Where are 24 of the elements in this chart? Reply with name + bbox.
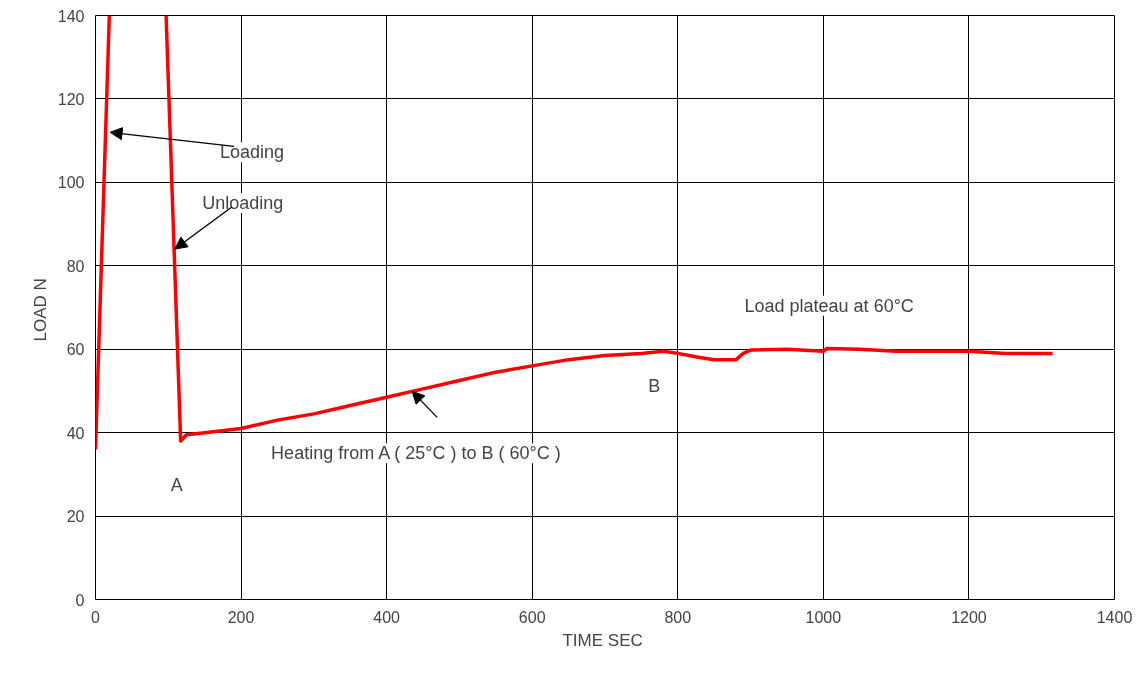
y-tick-label: 80	[66, 257, 85, 275]
y-tick-label: 40	[66, 424, 85, 442]
x-tick-label: 0	[91, 608, 101, 626]
y-tick-label: 20	[66, 508, 85, 526]
y-tick-label: 100	[57, 174, 85, 192]
annotation: Unloading	[202, 193, 284, 214]
y-tick-label: 140	[57, 7, 85, 25]
x-tick-label: 200	[227, 608, 255, 626]
x-tick-label: 1200	[951, 608, 987, 626]
x-tick-label: 1400	[1096, 608, 1133, 626]
annotation: Heating from A ( 25°C ) to B ( 60°C )	[271, 443, 561, 464]
y-axis-title: LOAD N	[30, 278, 50, 342]
annotation: A	[170, 474, 183, 495]
x-tick-label: 1000	[805, 608, 842, 626]
x-tick-label: 600	[518, 608, 546, 626]
x-tick-label: 800	[664, 608, 692, 626]
x-axis-title: TIME SEC	[562, 630, 643, 650]
y-tick-label: 60	[66, 341, 85, 359]
x-tick-label: 400	[373, 608, 401, 626]
y-tick-label: 120	[57, 90, 85, 108]
annotation: Loading	[220, 142, 285, 163]
annotation: B	[648, 376, 661, 397]
y-tick-label: 0	[75, 591, 85, 609]
annotation: Load plateau at 60°C	[744, 295, 914, 316]
